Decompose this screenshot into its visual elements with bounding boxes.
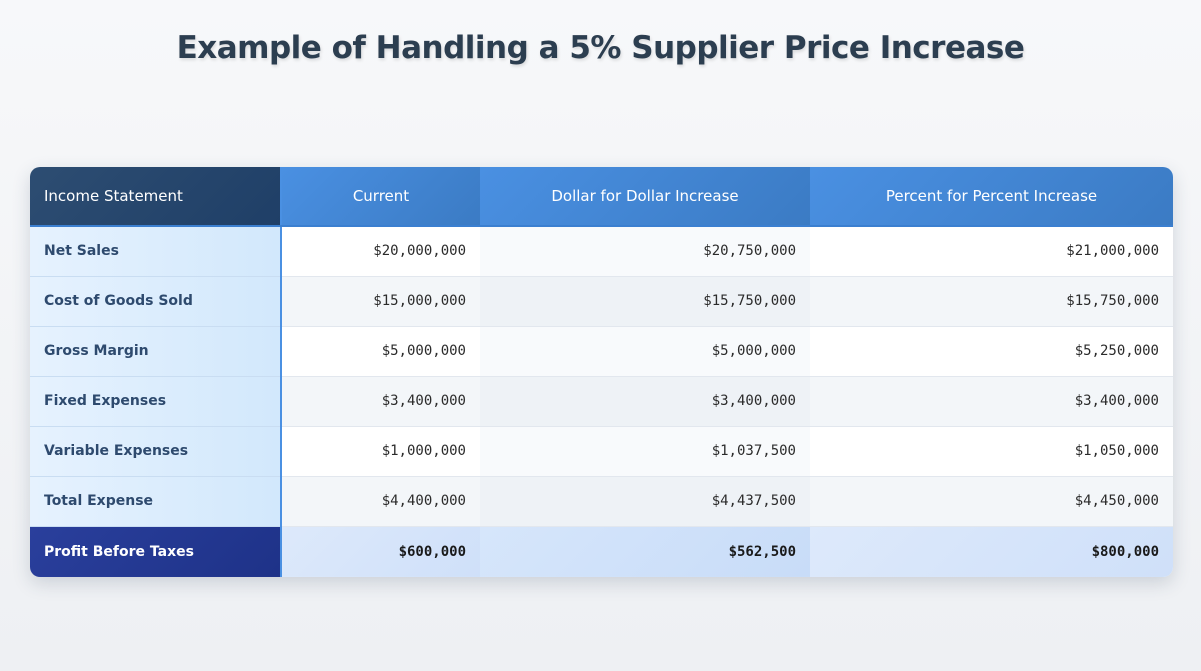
page-title: Example of Handling a 5% Supplier Price … [176,30,1025,66]
cell-percent: $4,450,000 [810,476,1173,527]
cell-current: $15,000,000 [281,276,480,327]
cell-dollar: $15,750,000 [480,276,810,327]
row-label: Gross Margin [30,326,282,377]
cell-percent: $21,000,000 [810,226,1173,277]
income-statement-grid: Income Statement Current Dollar for Doll… [30,167,1173,577]
cell-dollar-total: $562,500 [480,526,810,577]
cell-current: $5,000,000 [281,326,480,377]
table-row: Net Sales $20,000,000 $20,750,000 $21,00… [30,226,1173,277]
cell-current: $4,400,000 [281,476,480,527]
table-row: Gross Margin $5,000,000 $5,000,000 $5,25… [30,326,1173,377]
header-dollar-for-dollar: Dollar for Dollar Increase [480,167,810,227]
cell-dollar: $1,037,500 [480,426,810,477]
table-row: Fixed Expenses $3,400,000 $3,400,000 $3,… [30,376,1173,427]
row-label-total: Profit Before Taxes [30,526,282,577]
cell-percent: $3,400,000 [810,376,1173,427]
row-label: Cost of Goods Sold [30,276,282,327]
cell-percent: $5,250,000 [810,326,1173,377]
cell-current: $3,400,000 [281,376,480,427]
row-label: Total Expense [30,476,282,527]
table-row: Cost of Goods Sold $15,000,000 $15,750,0… [30,276,1173,327]
header-income-statement: Income Statement [30,167,282,227]
cell-dollar: $4,437,500 [480,476,810,527]
row-label: Fixed Expenses [30,376,282,427]
income-statement-table: Income Statement Current Dollar for Doll… [30,167,1173,577]
cell-dollar: $3,400,000 [480,376,810,427]
header-current: Current [281,167,480,227]
table-header-row: Income Statement Current Dollar for Doll… [30,167,1173,227]
cell-percent-total: $800,000 [810,526,1173,577]
row-label: Net Sales [30,226,282,277]
cell-current: $20,000,000 [281,226,480,277]
cell-dollar: $5,000,000 [480,326,810,377]
cell-current-total: $600,000 [281,526,480,577]
table-row: Total Expense $4,400,000 $4,437,500 $4,4… [30,476,1173,527]
cell-dollar: $20,750,000 [480,226,810,277]
cell-percent: $15,750,000 [810,276,1173,327]
cell-percent: $1,050,000 [810,426,1173,477]
total-row: Profit Before Taxes $600,000 $562,500 $8… [30,526,1173,577]
header-percent-for-percent: Percent for Percent Increase [810,167,1173,227]
table-row: Variable Expenses $1,000,000 $1,037,500 … [30,426,1173,477]
cell-current: $1,000,000 [281,426,480,477]
row-label: Variable Expenses [30,426,282,477]
